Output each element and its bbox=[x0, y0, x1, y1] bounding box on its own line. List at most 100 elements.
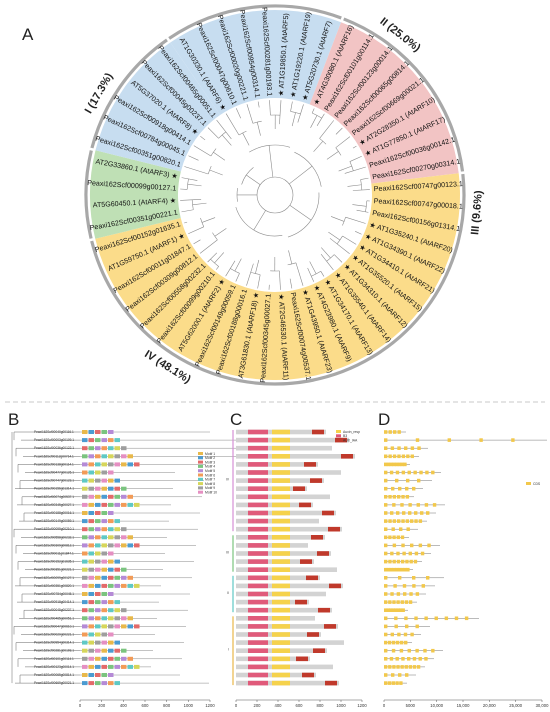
motif-box bbox=[82, 640, 88, 645]
cds-exon bbox=[401, 657, 405, 661]
cds-exon bbox=[417, 446, 421, 450]
motif-box bbox=[95, 575, 101, 580]
cds-exon bbox=[408, 511, 412, 515]
branch-line bbox=[307, 267, 315, 282]
motif-box bbox=[108, 462, 114, 467]
branch-line bbox=[335, 127, 343, 135]
branch-arc bbox=[210, 258, 219, 267]
motif-axis-label: 1000 bbox=[184, 703, 194, 708]
motif-legend-label: Motif 1 bbox=[205, 452, 215, 456]
clade-ring-arc bbox=[90, 173, 466, 386]
auxin-resp-domain bbox=[272, 526, 290, 532]
cds-exon bbox=[397, 430, 401, 434]
motif-box bbox=[82, 462, 88, 467]
cds-exon bbox=[396, 559, 401, 564]
motif-box bbox=[82, 632, 88, 637]
motif-box bbox=[108, 600, 114, 605]
cds-exon bbox=[413, 559, 418, 564]
motif-box bbox=[108, 519, 114, 524]
cds-exon bbox=[398, 486, 402, 491]
motif-gene-label: Peaxi162Scf00156g01314.1 bbox=[34, 487, 74, 491]
cds-exon bbox=[384, 584, 388, 588]
cds-exon bbox=[384, 438, 388, 442]
cds-exon bbox=[400, 462, 404, 467]
cds-exon bbox=[384, 511, 388, 515]
cds-exon bbox=[395, 657, 399, 661]
motif-box bbox=[95, 673, 101, 677]
aux-iaa-domain bbox=[311, 535, 323, 540]
auxin-resp-domain bbox=[272, 648, 290, 653]
motif-box bbox=[88, 511, 94, 515]
motif-box bbox=[108, 664, 114, 669]
branch-line bbox=[215, 266, 219, 270]
motif-gene-label: Peaxi162Scf00669g00021.1 bbox=[34, 681, 74, 685]
branch-line bbox=[352, 145, 357, 149]
cds-exon bbox=[384, 495, 388, 499]
cds-exon bbox=[412, 576, 416, 580]
cds-exon bbox=[384, 503, 388, 507]
cds-exon bbox=[414, 616, 418, 621]
cds-exon bbox=[412, 665, 417, 669]
motif-box bbox=[95, 511, 101, 515]
motif-box bbox=[114, 608, 120, 613]
branch-arc bbox=[207, 165, 212, 175]
motif-box bbox=[95, 583, 101, 588]
cds-exon bbox=[418, 519, 423, 523]
cds-exon bbox=[384, 673, 388, 677]
structure-axis-label: 5000 bbox=[406, 703, 416, 708]
branch-arc bbox=[311, 271, 321, 277]
motif-box bbox=[88, 656, 94, 661]
auxin-resp-domain bbox=[272, 437, 290, 443]
domain-axis-label: 400 bbox=[275, 703, 283, 708]
motif-box bbox=[82, 511, 88, 515]
cds-exon bbox=[389, 657, 394, 661]
cds-exon bbox=[384, 519, 388, 523]
aux-iaa-domain bbox=[313, 648, 325, 653]
branch-line bbox=[329, 238, 350, 255]
cds-exon bbox=[397, 567, 402, 572]
cds-exon bbox=[406, 567, 410, 572]
motif-box bbox=[101, 502, 107, 507]
cds-legend-label: CDS bbox=[533, 482, 541, 486]
motif-box bbox=[82, 583, 88, 588]
motif-box bbox=[101, 656, 107, 661]
motif-box bbox=[101, 486, 107, 491]
gene-structure-panel: CDS 0 5000 10,000 15,000 20,000 25,000 30,000 bbox=[383, 430, 549, 708]
cds-exon bbox=[424, 657, 428, 661]
domain-axis-label: 1000 bbox=[336, 703, 346, 708]
cds-exon bbox=[391, 681, 395, 685]
auxin-resp-domain bbox=[272, 599, 290, 605]
cds-exon bbox=[425, 470, 429, 475]
clade-sector-II bbox=[170, 9, 342, 116]
cds-exon bbox=[389, 462, 393, 467]
branch-line bbox=[201, 217, 216, 223]
cds-exon bbox=[416, 665, 421, 669]
auxin-resp-domain bbox=[272, 559, 290, 564]
motif-legend-swatch bbox=[198, 452, 203, 455]
branch-line bbox=[214, 252, 225, 264]
cds-exon bbox=[388, 665, 392, 669]
auxin-resp-domain bbox=[272, 494, 290, 500]
b3-domain bbox=[248, 437, 268, 443]
cds-exon bbox=[402, 551, 406, 556]
cds-exon bbox=[394, 624, 398, 629]
auxin-resp-domain bbox=[272, 462, 290, 467]
motif-box bbox=[88, 632, 94, 637]
motif-box bbox=[121, 494, 127, 499]
aux-iaa-domain bbox=[299, 502, 311, 508]
b3-domain bbox=[248, 607, 268, 613]
motif-box bbox=[82, 559, 88, 564]
motif-box bbox=[108, 656, 114, 661]
motif-box bbox=[88, 567, 94, 572]
cds-exon bbox=[392, 462, 396, 467]
b3-domain bbox=[248, 486, 268, 491]
branch-line bbox=[356, 209, 369, 213]
motif-box bbox=[108, 575, 114, 580]
aux-iaa-domain bbox=[328, 526, 340, 532]
motif-box bbox=[82, 600, 88, 605]
cds-exon bbox=[417, 478, 421, 483]
auxin-resp-domain bbox=[272, 583, 290, 589]
branch-line bbox=[311, 108, 315, 114]
motif-box bbox=[88, 494, 94, 499]
motif-box bbox=[101, 567, 107, 572]
